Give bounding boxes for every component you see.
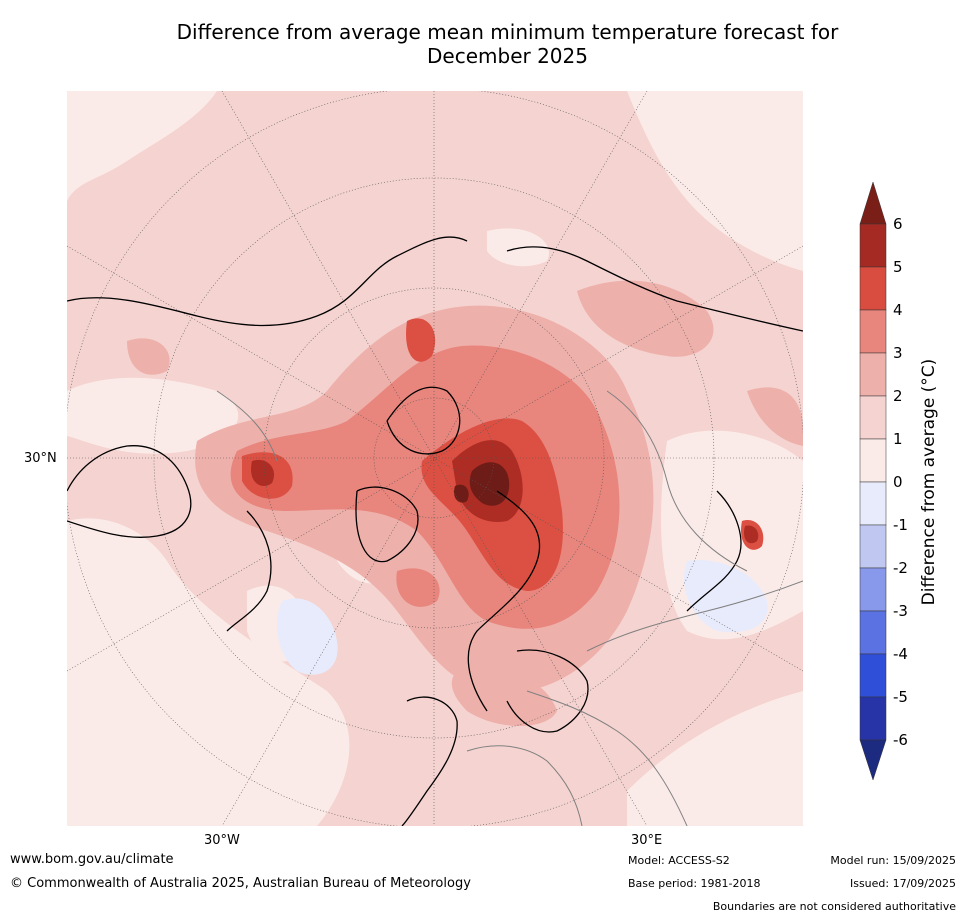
regions-negative-0-1 xyxy=(277,560,768,675)
chart-title: Difference from average mean minimum tem… xyxy=(0,20,965,68)
colorbar-band xyxy=(859,223,887,268)
country-borders xyxy=(216,390,803,826)
map-svg xyxy=(67,91,803,826)
colorbar-band xyxy=(859,309,887,354)
colorbar-tick-label: -6 xyxy=(893,731,908,749)
title-line-2: December 2025 xyxy=(427,44,588,68)
forecast-map xyxy=(67,91,803,826)
colorbar-band xyxy=(859,524,887,569)
colorbar-tick-label: -1 xyxy=(893,516,908,534)
colorbar-bottom-arrow xyxy=(859,739,887,781)
colorbar-band xyxy=(859,395,887,440)
colorbar-tick-label: -2 xyxy=(893,559,908,577)
colorbar-band xyxy=(859,352,887,397)
colorbar-top-arrow xyxy=(859,181,887,225)
regions-over-6 xyxy=(454,462,510,506)
colorbar-tick-label: 6 xyxy=(893,215,903,233)
title-line-1: Difference from average mean minimum tem… xyxy=(176,20,839,44)
colorbar-title: Difference from average (°C) xyxy=(919,358,939,606)
colorbar-band xyxy=(859,266,887,311)
colorbar-tick-label: -4 xyxy=(893,645,908,663)
lat-label-30n: 30°N xyxy=(24,451,57,466)
footer-issued: Issued: 17/09/2025 xyxy=(849,877,956,890)
colorbar-tick-label: 0 xyxy=(893,473,903,491)
colorbar-band xyxy=(859,567,887,612)
footer-base-period: Base period: 1981-2018 xyxy=(628,877,761,890)
colorbar-band xyxy=(859,438,887,483)
colorbar-band xyxy=(859,696,887,741)
colorbar-tick-label: 2 xyxy=(893,387,903,405)
footer-url[interactable]: www.bom.gov.au/climate xyxy=(10,852,174,867)
colorbar-band xyxy=(859,653,887,698)
lon-label-30e: 30°E xyxy=(631,833,663,848)
footer-disclaimer: Boundaries are not considered authoritat… xyxy=(712,900,956,913)
footer-model: Model: ACCESS-S2 xyxy=(628,854,730,867)
colorbar-tick-label: 1 xyxy=(893,430,903,448)
coastlines xyxy=(67,236,803,826)
colorbar-tick-label: -3 xyxy=(893,602,908,620)
colorbar-tick-label: -5 xyxy=(893,688,908,706)
colorbar-tick-label: 3 xyxy=(893,344,903,362)
colorbar-band xyxy=(859,610,887,655)
lon-label-30w: 30°W xyxy=(204,833,240,848)
colorbar-tick-label: 4 xyxy=(893,301,903,319)
footer-copyright: © Commonwealth of Australia 2025, Austra… xyxy=(10,876,471,891)
colorbar-bands xyxy=(859,223,887,741)
colorbar xyxy=(859,181,887,781)
graticule xyxy=(67,91,803,826)
colorbar-tick-label: 5 xyxy=(893,258,903,276)
footer-model-run: Model run: 15/09/2025 xyxy=(830,854,956,867)
colorbar-band xyxy=(859,481,887,526)
